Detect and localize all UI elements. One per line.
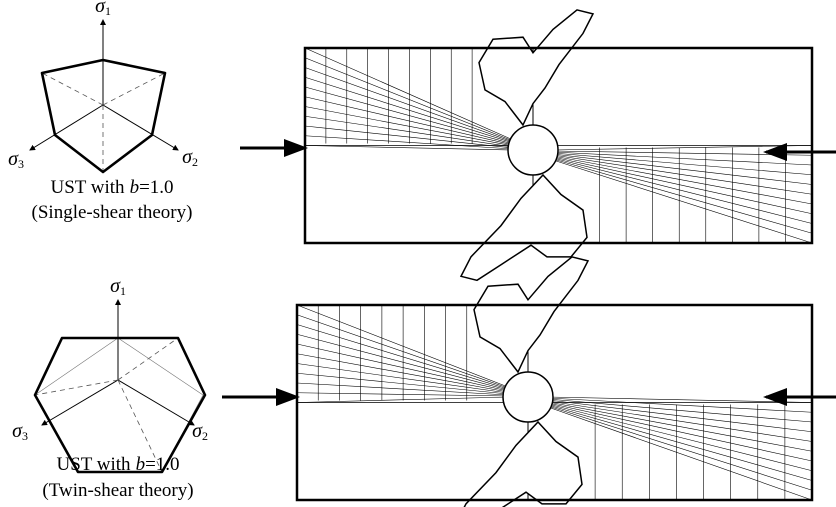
caption-variable: b [136,454,146,475]
axis-label: σ3 [12,420,28,443]
fan-line [297,325,508,390]
fan-line [548,403,812,461]
fan-line [553,160,812,243]
axis-subscript: 3 [22,429,28,443]
axis [118,380,194,425]
fan-line [548,405,812,481]
caption-text: UST with [56,454,131,475]
axis-subscript: 1 [120,284,126,298]
fan-line [548,402,812,451]
axis-label: σ3 [8,148,24,171]
axis-subscript: 1 [105,4,111,18]
fan-line [553,159,812,233]
crack [474,257,588,372]
yield-surface [35,338,205,472]
crack [479,10,593,125]
specimen [297,257,812,507]
caption: (Twin-shear theory) [42,480,193,501]
fan-line [297,373,508,394]
caption-text: =1.0 [139,177,173,198]
fan-line [297,315,508,388]
crack [456,422,582,507]
specimen [305,10,812,280]
fan-line [548,400,812,432]
caption: (Single-shear theory) [32,202,193,223]
figure: σ1σ3σ2UST withb=1.0(Single-shear theory)… [0,0,836,507]
inner-hexagon [35,338,203,472]
fan-line [297,364,508,394]
caption-text: =1.0 [145,454,179,475]
axis-label: σ1 [95,0,111,18]
dash-line [103,73,165,105]
fan-line [305,146,513,151]
fan-line [297,354,508,392]
fan-line [553,158,812,224]
hole [503,372,553,422]
fan-line [297,334,508,390]
fan-line [553,146,812,151]
caption-variable: b [130,177,140,198]
fan-line [548,404,812,471]
fan-line [297,397,508,403]
axis-subscript: 3 [18,157,24,171]
axis-subscript: 2 [192,155,198,169]
dash-line [42,73,103,105]
axis-label: σ2 [182,146,198,169]
fan-line [553,155,812,194]
fan-line [548,398,812,412]
fan-line [553,153,812,175]
fan-line [305,77,513,143]
fan-line [305,126,513,148]
axis-label: σ1 [110,275,126,298]
fan-line [305,87,513,144]
axis-subscript: 2 [202,429,208,443]
axis-label: σ2 [192,420,208,443]
caption-text: UST with [50,177,125,198]
fan-line [297,344,508,391]
hole [508,125,558,175]
fan-line [553,157,812,214]
